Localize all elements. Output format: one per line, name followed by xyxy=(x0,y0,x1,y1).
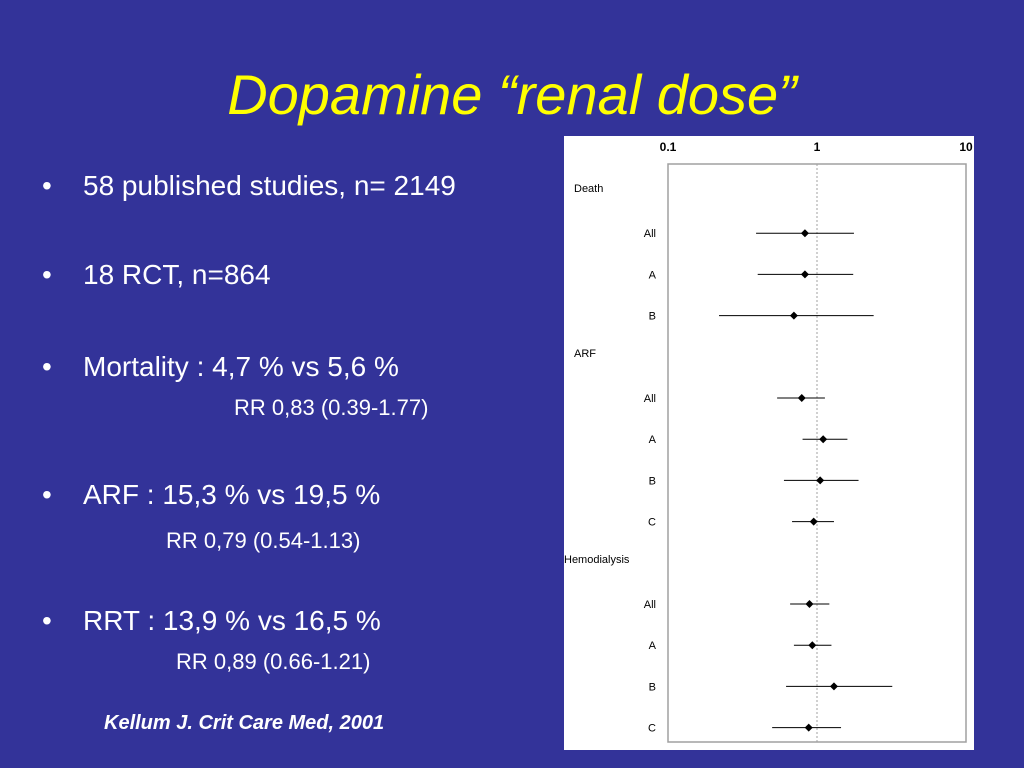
bullet-text: Mortality : 4,7 % vs 5,6 % xyxy=(83,351,399,382)
row-label: All xyxy=(644,393,656,405)
bullet-glyph: • xyxy=(42,605,52,636)
estimate-marker xyxy=(808,641,817,650)
estimate-marker xyxy=(797,394,806,402)
row-label: B xyxy=(649,311,656,323)
x-tick-label: 10 xyxy=(959,140,973,154)
bullet-studies: • 58 published studies, n= 2149 xyxy=(42,169,456,203)
x-tick-label: 1 xyxy=(814,140,821,154)
bullet-glyph: • xyxy=(42,351,52,382)
row-label: A xyxy=(649,434,657,446)
estimate-marker xyxy=(800,229,809,238)
rrt-rr: RR 0,89 (0.66-1.21) xyxy=(176,649,371,674)
slide-title: Dopamine “renal dose” xyxy=(227,63,797,126)
estimate-marker xyxy=(805,600,814,608)
estimate-marker xyxy=(804,723,813,732)
estimate-marker xyxy=(829,682,838,691)
bullet-text: 58 published studies, n= 2149 xyxy=(83,170,456,201)
estimate-marker xyxy=(819,435,828,444)
row-label: C xyxy=(648,517,656,529)
group-label: Death xyxy=(574,183,603,195)
bullet-text: RRT : 13,9 % vs 16,5 % xyxy=(83,605,381,636)
bullet-arf: • ARF : 15,3 % vs 19,5 % xyxy=(42,478,380,512)
row-label: All xyxy=(644,228,656,240)
bullet-mortality: • Mortality : 4,7 % vs 5,6 % xyxy=(42,350,399,384)
forest-plot: 0.1 1 10 Death All A B ARF All A B C Hemodialysis All… xyxy=(564,140,973,743)
row-label: A xyxy=(649,640,657,652)
row-label: A xyxy=(649,269,657,281)
row-label: All xyxy=(644,599,656,611)
bullet-glyph: • xyxy=(42,259,52,290)
bullet-rrt: • RRT : 13,9 % vs 16,5 % xyxy=(42,604,381,638)
group-label: ARF xyxy=(574,348,596,360)
bullet-text: 18 RCT, n=864 xyxy=(83,259,271,290)
bullet-glyph: • xyxy=(42,170,52,201)
estimate-marker xyxy=(816,476,825,485)
citation: Kellum J. Crit Care Med, 2001 xyxy=(104,712,385,734)
row-label: B xyxy=(649,475,656,487)
mortality-rr: RR 0,83 (0.39-1.77) xyxy=(234,395,429,420)
bullet-text: ARF : 15,3 % vs 19,5 % xyxy=(83,479,381,510)
estimate-marker xyxy=(800,270,809,279)
estimate-marker xyxy=(809,517,818,526)
arf-rr: RR 0,79 (0.54-1.13) xyxy=(166,528,361,553)
forest-plot-panel: 0.1 1 10 Death All A B ARF All A B C Hemodialysis All… xyxy=(564,136,974,750)
row-label: C xyxy=(648,723,656,735)
x-tick-label: 0.1 xyxy=(660,140,677,154)
estimate-marker xyxy=(789,311,798,320)
bullet-rct: • 18 RCT, n=864 xyxy=(42,258,271,292)
bullet-glyph: • xyxy=(42,479,52,510)
row-label: B xyxy=(649,681,656,693)
group-label: Hemodialysis xyxy=(564,554,630,566)
